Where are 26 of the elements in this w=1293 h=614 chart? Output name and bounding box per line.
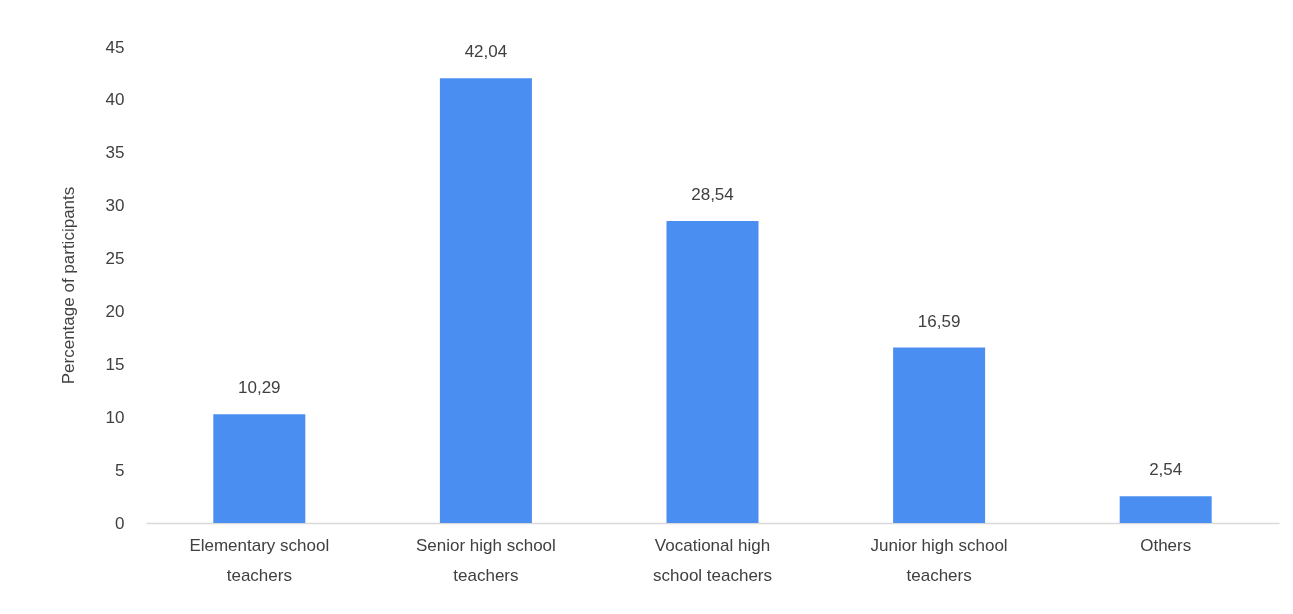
y-tick-label: 30 [105, 196, 125, 216]
data-label: 28,54 [691, 185, 734, 205]
bar [666, 221, 759, 523]
x-tick-label: Junior high school teachers [870, 535, 1008, 585]
y-tick-label: 35 [105, 143, 125, 163]
data-label: 10,29 [238, 378, 281, 398]
data-label: 16,59 [917, 311, 961, 331]
bar [1119, 496, 1212, 523]
bar [213, 414, 306, 523]
y-tick-label: 15 [105, 354, 125, 374]
y-tick-label: 40 [105, 90, 125, 110]
x-tick-label: Others [1140, 535, 1192, 555]
y-tick-label: 45 [105, 37, 125, 57]
y-tick-label: 0 [115, 513, 125, 533]
data-label: 2,54 [1149, 460, 1183, 480]
y-tick-label: 20 [105, 301, 125, 321]
x-tick-label: Senior high school teachers [415, 535, 556, 585]
y-tick-label: 25 [105, 249, 125, 269]
y-tick-label: 10 [105, 407, 125, 427]
bar [439, 78, 532, 523]
x-tick-label: Elementary school teachers [189, 535, 330, 585]
data-label: 42,04 [464, 42, 508, 62]
x-tick-label: Vocational high school teachers [652, 535, 773, 585]
y-tick-label: 5 [115, 460, 125, 480]
y-axis-title: Percentage of participants [58, 186, 78, 385]
bar [893, 347, 986, 523]
